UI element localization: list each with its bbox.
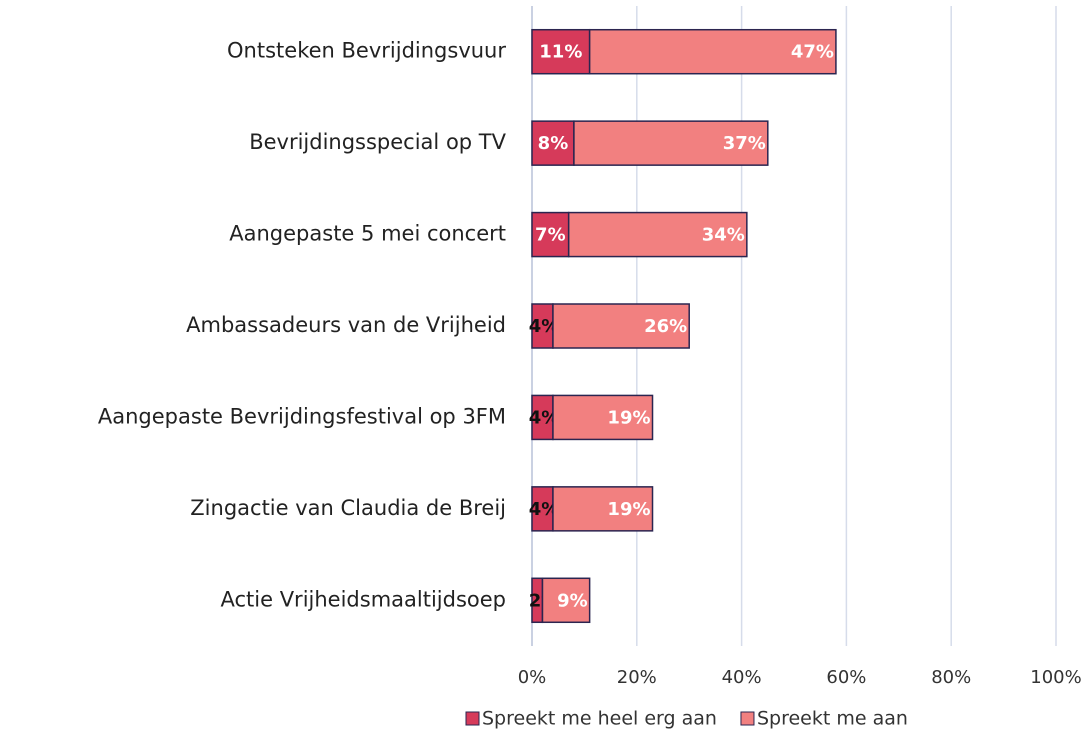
- value-label: 7%: [535, 225, 566, 246]
- bar-segment: [552, 303, 690, 349]
- legend-label: Spreekt me aan: [757, 708, 908, 730]
- value-label: 4%: [529, 499, 560, 520]
- value-label: 34%: [702, 225, 745, 246]
- value-label: 26%: [644, 316, 687, 337]
- x-tick-label: 60%: [826, 667, 866, 688]
- category-label: Aangepaste 5 mei concert: [229, 222, 506, 246]
- legend-label: Spreekt me heel erg aan: [482, 708, 717, 730]
- value-label: 11%: [539, 42, 582, 63]
- value-label: 19%: [607, 499, 650, 520]
- bar-segment: [588, 28, 837, 75]
- category-label: Bevrijdingsspecial op TV: [249, 130, 506, 154]
- bar-segment: [552, 486, 654, 532]
- category-label: Actie Vrijheidsmaaltijdsoep: [220, 587, 506, 611]
- legend-swatch: [740, 711, 755, 726]
- bar-segment: [531, 211, 570, 258]
- bar-segment: [573, 120, 769, 166]
- x-tick-label: 20%: [617, 667, 657, 688]
- category-label: Aangepaste Bevrijdingsfestival op 3FM: [98, 404, 506, 428]
- bar-segment: [567, 211, 748, 258]
- value-label: 37%: [723, 133, 766, 154]
- value-label: 4%: [529, 316, 560, 337]
- category-label: Zingactie van Claudia de Breij: [190, 496, 506, 520]
- value-label: 47%: [791, 42, 834, 63]
- category-label: Ambassadeurs van de Vrijheid: [186, 313, 506, 337]
- value-label: 8%: [538, 133, 569, 154]
- category-label: Ontsteken Bevrijdingsvuur: [227, 39, 506, 63]
- bar-segment: [552, 394, 654, 441]
- x-tick-label: 0%: [518, 667, 547, 688]
- bar-segment: [541, 577, 591, 624]
- legend-swatch: [465, 711, 480, 726]
- x-tick-label: 40%: [722, 667, 762, 688]
- value-label: 19%: [607, 407, 650, 428]
- value-label: 4%: [529, 407, 560, 428]
- x-tick-label: 80%: [931, 667, 971, 688]
- bar-segment: [531, 28, 591, 75]
- value-label: 9%: [557, 590, 588, 611]
- x-tick-label: 100%: [1030, 667, 1081, 688]
